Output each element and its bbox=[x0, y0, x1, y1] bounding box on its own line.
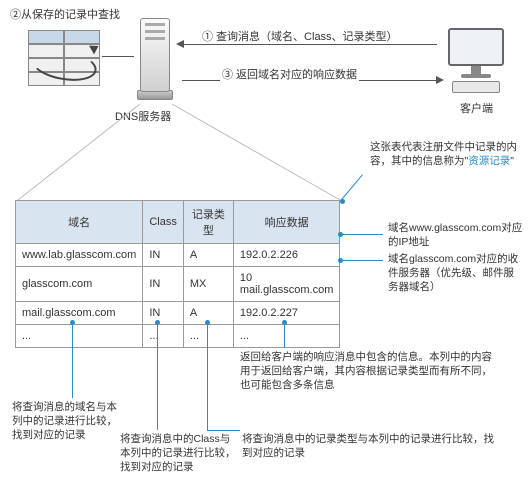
table-row: glasscom.comINMX10 mail.glasscom.com bbox=[16, 267, 340, 302]
table-cell: ... bbox=[233, 325, 340, 348]
lead-row1 bbox=[343, 234, 383, 235]
query-arrow-label: ① 查询消息（域名、Class、记录类型） bbox=[200, 28, 400, 44]
leadv-col-class bbox=[157, 320, 158, 430]
lead-table bbox=[340, 174, 363, 201]
table-cell: IN bbox=[143, 302, 184, 325]
query-arrow-head bbox=[176, 40, 184, 48]
response-arrow-head bbox=[436, 76, 444, 84]
table-cell: mail.glasscom.com bbox=[16, 302, 143, 325]
table-row: www.lab.glasscom.comINA192.0.2.226 bbox=[16, 244, 340, 267]
lead-col-type-h bbox=[207, 430, 240, 431]
th-class: Class bbox=[143, 201, 184, 244]
leadv-col-resp bbox=[284, 320, 285, 348]
table-cell: IN bbox=[143, 244, 184, 267]
table-header-row: 域名 Class 记录类型 响应数据 bbox=[16, 201, 340, 244]
table-row: ............ bbox=[16, 325, 340, 348]
callout-col-domain: 将查询消息的域名与本列中的记录进行比较，找到对应的记录 bbox=[12, 400, 122, 443]
table-cell: ... bbox=[16, 325, 143, 348]
table-cell: A bbox=[183, 244, 233, 267]
query-arrow bbox=[182, 44, 437, 45]
table-row: mail.glasscom.comINA192.0.2.227 bbox=[16, 302, 340, 325]
th-resp: 响应数据 bbox=[233, 201, 340, 244]
callout-row-mx: 域名glasscom.com对应的收件服务器（优先级、邮件服务器域名） bbox=[388, 252, 524, 295]
dns-server-label: DNS服务器 bbox=[115, 108, 171, 124]
table-cell: glasscom.com bbox=[16, 267, 143, 302]
table-cell: IN bbox=[143, 267, 184, 302]
dns-server-icon bbox=[137, 18, 173, 102]
table-cell: ... bbox=[143, 325, 184, 348]
resource-record-table: 域名 Class 记录类型 响应数据 www.lab.glasscom.comI… bbox=[15, 200, 340, 348]
callout-col-resp: 返回给客户端的响应消息中包含的信息。本列中的内容用于返回给客户端，其内容根据记录… bbox=[240, 350, 500, 393]
th-type: 记录类型 bbox=[183, 201, 233, 244]
table-cell: www.lab.glasscom.com bbox=[16, 244, 143, 267]
lead-row2 bbox=[343, 260, 383, 261]
step2-label: ②从保存的记录中查找 bbox=[10, 6, 120, 22]
callout-rr-hl: 资源记录 bbox=[468, 155, 510, 167]
th-domain: 域名 bbox=[16, 201, 143, 244]
response-arrow-label: ③ 返回域名对应的响应数据 bbox=[220, 66, 359, 82]
leadv-col-type bbox=[207, 320, 208, 430]
leadv-col-domain bbox=[72, 320, 73, 398]
records-db-icon bbox=[28, 30, 100, 80]
callout-resource-record: 这张表代表注册文件中记录的内容，其中的信息称为"资源记录" bbox=[370, 140, 518, 168]
table-cell: 192.0.2.226 bbox=[233, 244, 340, 267]
table-cell: MX bbox=[183, 267, 233, 302]
callout-col-class: 将查询消息中的Class与本列中的记录进行比较，找到对应的记录 bbox=[120, 432, 238, 475]
client-icon bbox=[448, 28, 504, 93]
client-label: 客户端 bbox=[460, 100, 493, 116]
db-to-server-line bbox=[102, 56, 134, 57]
callout-rr-post: " bbox=[510, 155, 514, 167]
table-cell: 10 mail.glasscom.com bbox=[233, 267, 340, 302]
callout-row-ip: 域名www.glasscom.com对应的IP地址 bbox=[388, 221, 524, 249]
table-cell: ... bbox=[183, 325, 233, 348]
callout-col-type: 将查询消息中的记录类型与本列中的记录进行比较，找到对应的记录 bbox=[242, 432, 502, 460]
